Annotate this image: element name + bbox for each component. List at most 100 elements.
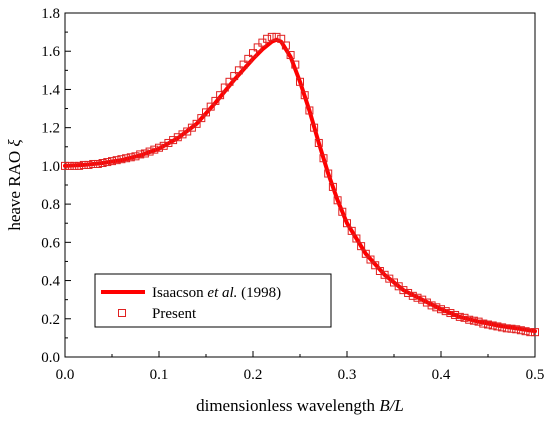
present-marker — [122, 154, 131, 163]
x-tick-label: 0.3 — [338, 367, 357, 383]
present-marker — [145, 147, 154, 156]
present-marker — [469, 316, 478, 325]
present-marker — [310, 123, 319, 132]
present-marker — [178, 130, 187, 139]
y-tick-label: 1.2 — [41, 121, 60, 137]
present-marker — [84, 160, 93, 169]
present-marker — [211, 96, 220, 105]
present-marker — [89, 159, 98, 168]
present-marker — [267, 32, 276, 41]
present-marker — [479, 319, 488, 328]
present-marker — [498, 323, 507, 332]
present-marker — [314, 138, 323, 147]
x-axis-title: dimensionless wavelength B/L — [196, 396, 404, 415]
present-marker — [366, 255, 375, 264]
present-marker — [197, 114, 206, 123]
present-marker — [159, 141, 168, 150]
y-axis-title: heave RAO ξ — [5, 139, 24, 231]
present-marker — [253, 43, 262, 52]
present-marker — [225, 77, 234, 86]
y-tick-label: 0.0 — [41, 350, 60, 366]
present-marker — [117, 155, 126, 164]
present-marker — [136, 150, 145, 159]
y-tick-label: 0.4 — [41, 274, 60, 290]
series-layer — [61, 32, 539, 337]
present-marker — [399, 286, 408, 295]
present-marker — [164, 138, 173, 147]
present-marker — [488, 321, 497, 330]
present-marker — [300, 91, 309, 100]
present-marker — [338, 207, 347, 216]
present-marker — [361, 249, 370, 258]
present-marker — [155, 143, 163, 152]
present-marker — [512, 325, 521, 334]
legend: Isaacson et al. (1998) Present — [94, 273, 332, 328]
y-tick-label: 0.6 — [41, 235, 60, 251]
x-tick-label: 0.0 — [56, 367, 75, 383]
present-marker — [516, 326, 525, 335]
legend-box — [94, 273, 332, 328]
present-marker — [173, 133, 182, 142]
present-marker — [521, 327, 530, 336]
present-marker — [357, 242, 366, 251]
present-marker — [103, 158, 112, 167]
present-marker — [418, 295, 427, 304]
y-tick-label: 1.4 — [41, 82, 60, 98]
present-marker — [371, 261, 380, 270]
x-tick-label: 0.2 — [244, 367, 263, 383]
present-marker — [465, 315, 474, 324]
x-tick-label: 0.5 — [526, 367, 545, 383]
present-marker — [70, 161, 79, 170]
present-marker — [192, 119, 201, 128]
present-marker — [75, 161, 84, 170]
present-marker — [108, 157, 116, 166]
present-marker — [531, 328, 539, 337]
y-tick-label: 1.6 — [41, 44, 60, 60]
present-marker — [343, 219, 351, 228]
present-marker — [61, 161, 69, 170]
present-marker — [202, 108, 210, 117]
present-marker — [413, 293, 422, 302]
present-marker — [239, 60, 248, 69]
present-marker — [216, 91, 225, 100]
x-tick-label: 0.4 — [432, 367, 451, 383]
y-tick-label: 0.8 — [41, 197, 60, 213]
present-marker — [126, 153, 135, 162]
y-tick-label: 0.2 — [41, 312, 60, 328]
y-tick-label: 1.0 — [41, 159, 60, 175]
present-marker — [234, 66, 243, 75]
present-marker — [319, 154, 328, 163]
present-marker — [352, 234, 361, 243]
present-marker — [404, 288, 413, 297]
present-marker — [244, 54, 253, 63]
present-marker — [451, 310, 460, 319]
present-marker — [324, 169, 333, 178]
present-marker — [249, 49, 257, 58]
present-marker — [220, 83, 229, 92]
present-marker — [93, 159, 102, 168]
legend-marker-swatch — [118, 309, 126, 317]
present-marker — [272, 32, 281, 41]
present-marker — [493, 322, 502, 331]
present-marker — [484, 320, 492, 329]
present-marker — [507, 324, 516, 333]
present-marker — [427, 301, 436, 310]
axis-ticks: 0.0 0.1 0.2 0.3 0.4 0.5 0.0 0.2 0.4 0.6 0.8 1.0 1.2 1… — [41, 6, 544, 383]
present-marker — [526, 328, 535, 337]
present-marker — [112, 156, 121, 165]
present-marker — [277, 34, 286, 43]
present-marker — [286, 51, 295, 60]
present-marker — [150, 145, 159, 154]
present-marker — [263, 34, 272, 43]
present-marker — [446, 309, 455, 318]
present-marker — [441, 307, 450, 316]
present-marker — [65, 161, 74, 170]
present-marker — [140, 149, 149, 158]
present-marker — [408, 291, 417, 300]
y-tick-label: 1.8 — [41, 6, 60, 22]
present-marker — [79, 160, 88, 169]
present-marker — [437, 305, 445, 314]
present-marker — [230, 72, 239, 81]
present-marker — [305, 106, 314, 115]
